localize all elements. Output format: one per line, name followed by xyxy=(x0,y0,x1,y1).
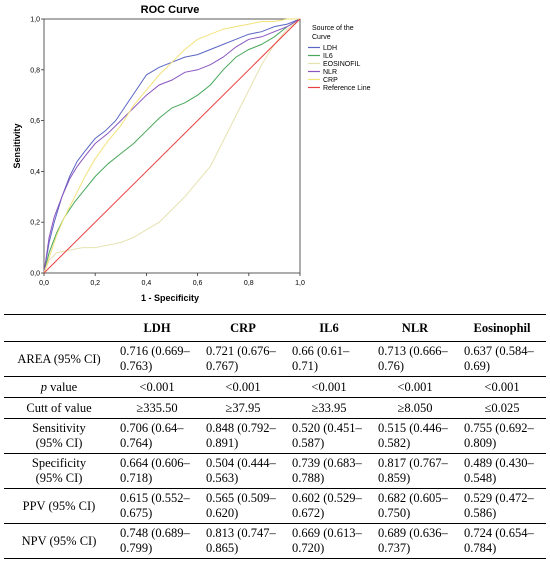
header-corner xyxy=(4,314,114,342)
table-cell: ≥8.050 xyxy=(372,397,458,419)
y-axis-label: Sensitivity xyxy=(12,123,22,168)
legend-label-nlr: NLR xyxy=(323,69,337,76)
table-cell: 0.848 (0.792– 0.891) xyxy=(200,418,286,454)
chart-title: ROC Curve xyxy=(141,4,200,16)
row-label: Specificity (95% CI) xyxy=(4,453,114,489)
x-tick-label: 0,8 xyxy=(244,280,254,287)
table-cell: 0.664 (0.606– 0.718) xyxy=(114,453,200,489)
header-nlr: NLR xyxy=(372,314,458,342)
table-cell: 0.66 (0.61– 0.71) xyxy=(286,341,372,377)
table-row: NPV (95% CI) 0.748 (0.689– 0.799) 0.813 (0.… xyxy=(4,523,546,559)
y-tick-label: 1,0 xyxy=(30,17,40,24)
row-label: Cutt of value xyxy=(4,397,114,419)
table-header-row: LDH CRP IL6 NLR Eosinophil xyxy=(4,314,546,342)
metrics-table-container: LDH CRP IL6 NLR Eosinophil AREA (95% CI) 0.71… xyxy=(4,314,546,559)
table-cell: 0.817 (0.767– 0.859) xyxy=(372,453,458,489)
x-tick-label: 0,6 xyxy=(193,280,203,287)
x-tick-label: 0,2 xyxy=(90,280,100,287)
series-line-crp xyxy=(43,18,300,274)
table-cell: 0.515 (0.446– 0.582) xyxy=(372,418,458,454)
table-cell: 0.748 (0.689– 0.799) xyxy=(114,523,200,559)
table-cell: 0.813 (0.747– 0.865) xyxy=(200,523,286,559)
row-label: Sensitivity (95% CI) xyxy=(4,418,114,454)
table-cell: 0.721 (0.676– 0.767) xyxy=(200,341,286,377)
table-cell: 0.529 (0.472– 0.586) xyxy=(458,488,546,524)
x-tick-label: 0,0 xyxy=(39,280,49,287)
row-label: p value xyxy=(4,376,114,398)
series-line-eosinofil xyxy=(43,18,301,274)
table-cell: 0.755 (0.692– 0.809) xyxy=(458,418,546,454)
legend-title: Source of the xyxy=(312,25,354,32)
table-cell: 0.716 (0.669– 0.763) xyxy=(114,341,200,377)
y-tick-label: 0,6 xyxy=(30,118,40,125)
table-cell: ≥335.50 xyxy=(114,397,200,419)
metrics-table: LDH CRP IL6 NLR Eosinophil AREA (95% CI) 0.71… xyxy=(4,314,546,559)
table-row: Cutt of value ≥335.50 ≥37.95 ≥33.95 ≥8.050 ≤0… xyxy=(4,397,546,419)
roc-chart-svg: ROC Curve 0,0 0,0 0,2 0,2 0,4 0,4 0,6 0,6 0,8 0,8… xyxy=(12,4,371,303)
legend-label-ldh: LDH xyxy=(323,45,337,52)
y-tick-label: 0,8 xyxy=(30,67,40,74)
table-cell: 0.615 (0.552– 0.675) xyxy=(114,488,200,524)
table-cell: 0.504 (0.444– 0.563) xyxy=(200,453,286,489)
table-cell: 0.682 (0.605– 0.750) xyxy=(372,488,458,524)
table-row: p value <0.001 <0.001 <0.001 <0.001 <0.001 xyxy=(4,376,546,398)
table-cell: 0.713 (0.666– 0.76) xyxy=(372,341,458,377)
header-ldh: LDH xyxy=(114,314,200,342)
x-tick-label: 0,4 xyxy=(142,280,152,287)
table-row: Specificity (95% CI) 0.664 (0.606– 0.718) 0.… xyxy=(4,453,546,489)
roc-chart: ROC Curve 0,0 0,0 0,2 0,2 0,4 0,4 0,6 0,6 0,8 0,8… xyxy=(12,4,371,303)
header-crp: CRP xyxy=(200,314,286,342)
table-cell: <0.001 xyxy=(286,376,372,398)
row-label: AREA (95% CI) xyxy=(4,341,114,377)
table-cell: 0.706 (0.64– 0.764) xyxy=(114,418,200,454)
y-tick-label: 0,4 xyxy=(30,169,40,176)
table-cell: <0.001 xyxy=(200,376,286,398)
header-eosinophil: Eosinophil xyxy=(458,314,546,342)
table-cell: 0.669 (0.613– 0.720) xyxy=(286,523,372,559)
legend-label-reference-line: Reference Line xyxy=(323,85,371,92)
y-tick-label: 0,0 xyxy=(30,271,40,278)
table-cell: <0.001 xyxy=(114,376,200,398)
table-cell: ≥37.95 xyxy=(200,397,286,419)
x-tick-label: 1,0 xyxy=(295,280,305,287)
table-row: PPV (95% CI) 0.615 (0.552– 0.675) 0.565 (0.… xyxy=(4,488,546,524)
table-cell: 0.724 (0.654– 0.784) xyxy=(458,523,546,559)
header-il6: IL6 xyxy=(286,314,372,342)
series-line-il6 xyxy=(43,18,301,274)
x-axis-label: 1 - Specificity xyxy=(141,293,199,303)
legend-label-crp: CRP xyxy=(323,77,338,84)
table-cell: 0.689 (0.636– 0.737) xyxy=(372,523,458,559)
table-cell: 0.489 (0.430– 0.548) xyxy=(458,453,546,489)
row-label: PPV (95% CI) xyxy=(4,488,114,524)
row-label: NPV (95% CI) xyxy=(4,523,114,559)
table-cell: 0.520 (0.451– 0.587) xyxy=(286,418,372,454)
table-cell: ≥33.95 xyxy=(286,397,372,419)
table-cell: <0.001 xyxy=(458,376,546,398)
table-cell: 0.739 (0.683– 0.788) xyxy=(286,453,372,489)
table-cell: 0.637 (0.584– 0.69) xyxy=(458,341,546,377)
table-cell: 0.602 (0.529– 0.672) xyxy=(286,488,372,524)
legend-title: Curve xyxy=(312,34,331,41)
series-line-reference-line xyxy=(43,18,301,274)
table-cell: ≤0.025 xyxy=(458,397,546,419)
legend-label-eosinofil: EOSINOFIL xyxy=(323,61,360,68)
table-row: Sensitivity (95% CI) 0.706 (0.64– 0.764) 0.8… xyxy=(4,418,546,454)
table-cell: 0.565 (0.509– 0.620) xyxy=(200,488,286,524)
table-cell: <0.001 xyxy=(372,376,458,398)
y-tick-label: 0,2 xyxy=(30,220,40,227)
series-line-ldh xyxy=(43,18,301,274)
series-line-nlr xyxy=(43,18,301,274)
legend-label-il6: IL6 xyxy=(323,53,333,60)
table-row: AREA (95% CI) 0.716 (0.669– 0.763) 0.721 (0… xyxy=(4,341,546,377)
